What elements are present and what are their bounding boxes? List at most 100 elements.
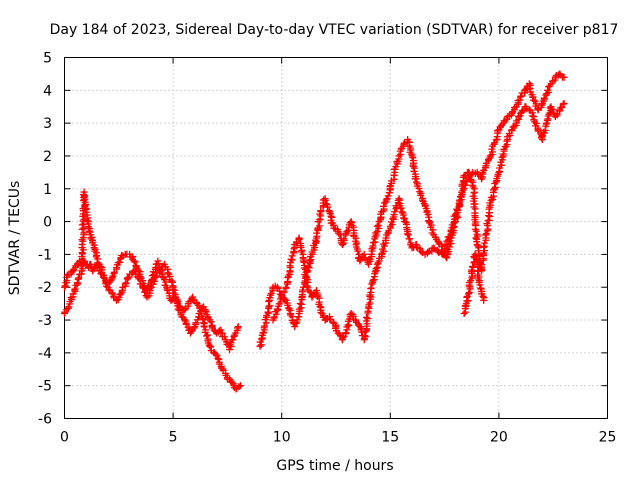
data-point xyxy=(322,200,330,208)
data-point xyxy=(280,288,288,296)
data-point xyxy=(257,335,265,343)
data-point xyxy=(200,323,208,331)
data-point xyxy=(380,202,388,210)
data-point xyxy=(464,168,472,176)
data-point xyxy=(456,196,464,204)
data-point xyxy=(306,288,314,296)
data-point xyxy=(405,235,413,243)
data-point xyxy=(65,303,73,311)
data-point xyxy=(316,222,324,230)
data-point xyxy=(371,268,379,276)
data-point xyxy=(139,284,147,292)
data-point xyxy=(400,140,408,148)
data-point xyxy=(516,96,524,104)
data-point xyxy=(79,237,87,245)
y-tick-label: 4 xyxy=(43,83,52,99)
data-point xyxy=(398,208,406,216)
data-point xyxy=(73,279,81,287)
data-point xyxy=(90,244,98,252)
data-point xyxy=(291,323,299,331)
data-point xyxy=(389,215,397,223)
data-point xyxy=(547,105,555,113)
data-point xyxy=(458,188,466,196)
y-tick-label: 3 xyxy=(43,116,52,132)
data-point xyxy=(544,86,552,94)
data-point xyxy=(384,192,392,200)
data-point xyxy=(494,127,502,135)
data-point xyxy=(395,152,403,160)
data-point xyxy=(321,196,329,204)
data-point xyxy=(454,206,462,214)
x-tick-label: 20 xyxy=(490,430,508,446)
data-point xyxy=(102,282,110,290)
data-point xyxy=(154,260,162,268)
data-point xyxy=(164,269,172,277)
y-tick-label: -3 xyxy=(38,313,52,329)
data-point xyxy=(488,145,496,153)
data-point xyxy=(131,258,139,266)
data-point xyxy=(409,163,417,171)
data-point xyxy=(391,208,399,216)
data-point xyxy=(496,123,504,131)
data-point xyxy=(479,292,487,300)
data-point xyxy=(558,104,566,112)
data-point xyxy=(404,231,412,239)
data-point xyxy=(305,264,313,272)
data-point xyxy=(560,73,568,81)
data-point xyxy=(471,250,479,258)
data-point xyxy=(260,322,268,330)
data-point xyxy=(234,323,242,331)
data-point xyxy=(80,193,88,201)
x-tick-label: 25 xyxy=(599,430,617,446)
data-point xyxy=(174,305,182,313)
data-point xyxy=(212,350,220,358)
data-point xyxy=(87,235,95,243)
data-point xyxy=(170,289,178,297)
data-point xyxy=(306,256,314,264)
data-point xyxy=(460,309,468,317)
y-tick-label: -5 xyxy=(38,379,52,395)
data-point xyxy=(343,227,351,235)
y-tick-label: 2 xyxy=(43,149,52,165)
data-point xyxy=(282,283,290,291)
data-point xyxy=(303,268,311,276)
data-series xyxy=(269,99,568,331)
data-point xyxy=(61,283,68,291)
data-point xyxy=(288,252,296,260)
data-point xyxy=(299,257,307,265)
grid-lines xyxy=(64,57,608,419)
data-point xyxy=(356,323,364,331)
data-point xyxy=(202,332,210,340)
data-point xyxy=(116,258,124,266)
data-point xyxy=(296,300,304,308)
x-tick-label: 10 xyxy=(273,430,291,446)
data-point xyxy=(369,242,377,250)
data-point xyxy=(75,274,83,282)
data-point xyxy=(295,235,303,243)
data-point xyxy=(130,257,138,265)
data-point xyxy=(450,219,458,227)
data-point xyxy=(91,247,99,255)
data-point xyxy=(141,288,149,296)
data-point xyxy=(236,382,244,390)
data-point xyxy=(468,181,476,189)
data-point xyxy=(472,255,480,263)
data-point xyxy=(464,297,472,305)
data-point xyxy=(465,172,473,180)
y-tick-label: 0 xyxy=(43,215,52,231)
data-point xyxy=(424,248,432,256)
data-point xyxy=(435,239,443,247)
data-point xyxy=(369,277,377,285)
data-point xyxy=(549,106,557,114)
data-point xyxy=(302,272,310,280)
data-point xyxy=(339,333,347,341)
data-point xyxy=(281,295,289,303)
data-point xyxy=(340,235,348,243)
data-point xyxy=(445,243,453,251)
x-tick-label: 0 xyxy=(60,430,69,446)
data-point xyxy=(229,335,237,343)
y-tick-label: 1 xyxy=(43,182,52,198)
x-axis-label: GPS time / hours xyxy=(276,458,393,474)
data-point xyxy=(373,222,381,230)
data-point xyxy=(335,330,343,338)
